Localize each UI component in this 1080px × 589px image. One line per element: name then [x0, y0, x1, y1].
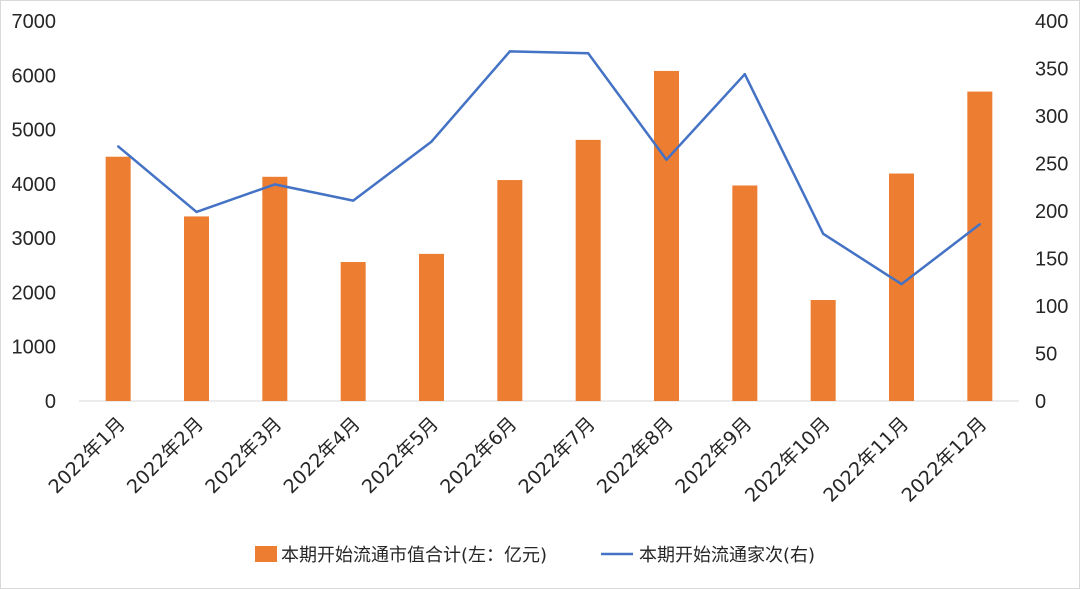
legend: 本期开始流通市值合计(左：亿元) 本期开始流通家次(右) — [255, 545, 815, 566]
x-tick-label: 2022年12月 — [898, 413, 992, 507]
line-point — [273, 183, 277, 186]
right-tick-label: 300 — [1035, 106, 1068, 128]
x-tick-label: 2022年1月 — [45, 413, 130, 498]
line-point — [430, 140, 433, 143]
right-tick-label: 100 — [1035, 296, 1068, 318]
bar — [497, 180, 523, 401]
bar — [105, 156, 131, 401]
x-tick-label: 2022年9月 — [671, 413, 756, 498]
right-tick-label: 0 — [1035, 391, 1046, 413]
bar — [419, 253, 444, 401]
left-tick-label: 5000 — [12, 120, 57, 142]
line-point — [900, 282, 903, 286]
x-tick-label: 2022年2月 — [123, 413, 208, 498]
legend-bar-label: 本期开始流通市值合计(左：亿元) — [281, 545, 547, 566]
x-tick-label: 2022年6月 — [436, 413, 521, 498]
line-point — [195, 210, 198, 214]
bar — [654, 70, 679, 401]
left-tick-label: 6000 — [12, 65, 57, 87]
right-tick-label: 150 — [1035, 249, 1068, 271]
left-tick-label: 4000 — [12, 174, 57, 196]
bar — [575, 139, 601, 401]
right-tick-label: 350 — [1035, 59, 1068, 81]
right-axis: 0 50 100 150 200 250 300 350 400 — [1035, 11, 1068, 413]
left-tick-label: 7000 — [12, 11, 57, 33]
line-point — [586, 52, 590, 55]
line-point — [508, 50, 512, 53]
bar — [889, 173, 914, 401]
right-tick-label: 400 — [1035, 11, 1068, 33]
line-point — [821, 232, 825, 235]
left-tick-label: 2000 — [12, 282, 57, 304]
line-point — [351, 199, 355, 202]
line-point — [116, 145, 120, 148]
bar — [732, 185, 758, 401]
right-tick-label: 50 — [1035, 344, 1057, 366]
line-series — [116, 50, 982, 286]
bar — [967, 91, 993, 402]
line-point — [743, 73, 747, 76]
x-tick-label: 2022年4月 — [280, 413, 365, 498]
bar — [262, 176, 288, 401]
bar — [340, 262, 366, 401]
legend-bar-swatch — [255, 546, 277, 562]
x-tick-label: 2022年5月 — [358, 413, 443, 498]
left-tick-label: 3000 — [12, 228, 57, 250]
right-tick-label: 250 — [1035, 154, 1068, 176]
bar — [810, 300, 836, 401]
bar — [184, 216, 209, 401]
left-tick-label: 1000 — [12, 337, 57, 359]
series-line — [117, 50, 981, 286]
line-point — [665, 158, 668, 161]
right-tick-label: 200 — [1035, 201, 1068, 223]
line-point — [978, 223, 982, 226]
x-tick-label: 2022年3月 — [201, 413, 286, 498]
x-axis-labels: 2022年1月2022年2月2022年3月2022年4月2022年5月2022年… — [45, 413, 992, 507]
left-axis: 0 1000 2000 3000 4000 5000 6000 7000 — [12, 11, 57, 413]
legend-line-label: 本期开始流通家次(右) — [639, 545, 815, 566]
left-tick-label: 0 — [45, 391, 56, 413]
x-tick-label: 2022年7月 — [515, 413, 600, 498]
x-tick-label: 2022年8月 — [593, 413, 678, 498]
bar-series — [105, 70, 993, 402]
